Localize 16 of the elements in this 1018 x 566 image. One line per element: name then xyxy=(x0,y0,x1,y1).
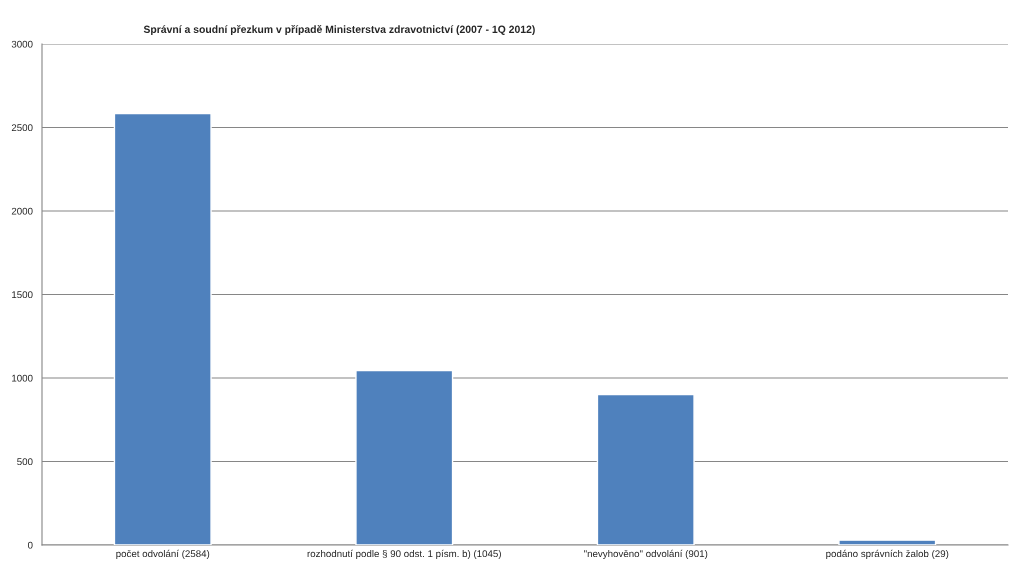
y-tick-label: 2000 xyxy=(11,207,33,215)
bar xyxy=(596,393,695,545)
y-tick-label: 500 xyxy=(17,458,33,466)
x-tick-label: "nevyhověno" odvolání (901) xyxy=(584,549,708,560)
y-tick-label: 1500 xyxy=(12,291,33,299)
y-tick-label: 1000 xyxy=(12,374,33,382)
x-tick-label: počet odvolání (2584) xyxy=(116,549,210,560)
y-tick-label: 0 xyxy=(27,541,33,549)
chart-title: Správní a soudní přezkum v případě Ministerstva zdravotnictví (2007 - 1Q 2012) xyxy=(143,25,535,36)
y-tick-label: 3000 xyxy=(11,40,33,48)
y-tick-label: 2500 xyxy=(11,124,33,132)
x-tick-label: podáno správních žalob (29) xyxy=(826,549,949,560)
bar xyxy=(838,539,937,545)
bar xyxy=(355,369,454,545)
x-tick-label: rozhodnutí podle § 90 odst. 1 písm. b) (1045) xyxy=(307,549,501,560)
bar xyxy=(113,112,212,545)
